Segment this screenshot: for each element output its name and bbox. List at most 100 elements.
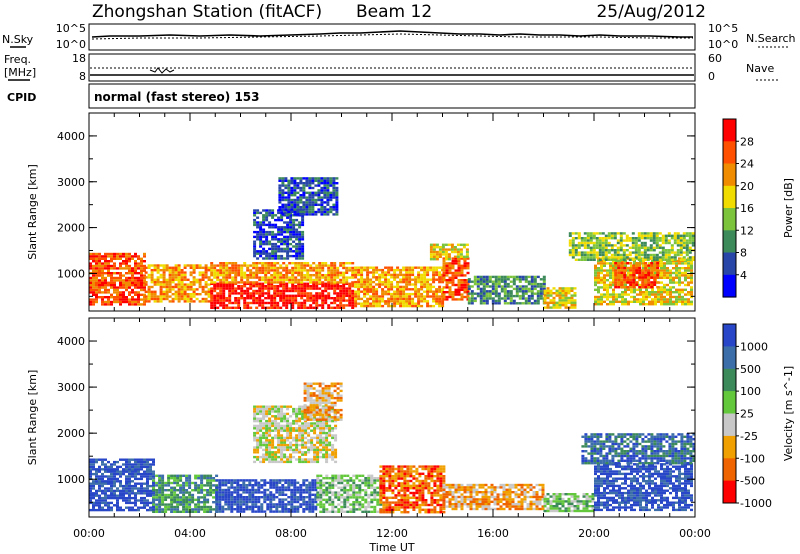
data-cell [209, 493, 213, 497]
data-cell [270, 304, 274, 307]
data-cell [282, 262, 286, 265]
data-cell [612, 298, 615, 301]
data-cell [641, 278, 645, 282]
data-cell [215, 486, 219, 489]
data-cell [470, 290, 474, 293]
data-cell [445, 279, 449, 282]
data-cell [212, 496, 216, 499]
data-cell [264, 285, 268, 288]
data-cell [595, 253, 599, 257]
data-cell [92, 284, 95, 287]
data-cell [185, 498, 189, 501]
data-cell [122, 262, 125, 265]
data-cell [162, 276, 166, 279]
data-cell [176, 479, 180, 482]
data-cell [289, 221, 293, 224]
data-cell [302, 479, 306, 482]
data-cell [177, 266, 181, 269]
data-cell [285, 289, 289, 293]
data-cell [197, 501, 201, 504]
data-cell [213, 301, 217, 305]
data-cell [326, 189, 330, 192]
data-cell [110, 496, 113, 500]
data-cell [667, 239, 671, 242]
data-cell [580, 251, 584, 254]
data-cell [457, 274, 461, 277]
data-cell [110, 470, 113, 473]
data-cell [670, 256, 674, 259]
data-cell [460, 274, 464, 277]
data-cell [445, 267, 449, 270]
data-cell [128, 279, 131, 282]
data-cell [185, 508, 189, 511]
data-cell [281, 198, 285, 202]
data-cell [335, 210, 339, 214]
data-cell [300, 282, 304, 285]
data-cell [213, 274, 217, 277]
data-cell [574, 246, 578, 249]
data-cell [147, 288, 151, 291]
data-cell [204, 293, 208, 296]
data-cell [631, 244, 635, 247]
data-cell [552, 301, 556, 304]
data-cell [636, 288, 639, 291]
data-cell [594, 267, 597, 270]
data-cell [231, 292, 235, 295]
data-cell [171, 269, 175, 272]
data-cell [675, 264, 678, 267]
data-cell [429, 304, 433, 308]
data-cell [239, 505, 243, 508]
data-cell [164, 493, 168, 497]
data-cell [348, 266, 352, 270]
data-cell [303, 282, 307, 285]
data-cell [233, 496, 237, 499]
data-cell [613, 232, 617, 235]
data-band-0 [89, 458, 155, 512]
data-cell [324, 264, 328, 267]
data-cell [465, 248, 469, 251]
data-cell [200, 501, 204, 504]
data-cell [311, 198, 315, 202]
data-cell [432, 278, 436, 281]
data-cell [146, 508, 149, 512]
data-cell [647, 274, 651, 277]
data-cell [375, 288, 379, 291]
data-cell [623, 266, 627, 270]
data-cell [134, 487, 137, 490]
data-cell [275, 496, 279, 499]
data-cell [306, 297, 310, 300]
data-cell [258, 289, 262, 293]
data-cell [603, 264, 606, 267]
data-cell [254, 510, 258, 513]
data-cell [134, 492, 137, 495]
data-cell [281, 510, 285, 513]
data-cell [113, 484, 116, 488]
data-cell [143, 482, 146, 485]
data-cell [92, 298, 95, 301]
data-cell [270, 266, 274, 270]
data-cell [264, 297, 268, 300]
data-cell [345, 269, 349, 272]
data-cell [303, 266, 307, 270]
data-cell [647, 276, 651, 279]
data-cell [292, 233, 296, 236]
data-cell [188, 498, 192, 501]
data-cell [488, 275, 492, 279]
data-cell [140, 272, 143, 275]
data-cell [110, 296, 113, 299]
data-cell [676, 234, 680, 237]
data-cell [269, 498, 273, 501]
data-cell [621, 291, 624, 294]
data-cell [302, 196, 306, 199]
data-cell [494, 299, 498, 303]
data-cell [638, 269, 642, 272]
data-cell [107, 480, 110, 483]
data-cell [92, 260, 95, 263]
data-cell [634, 251, 638, 254]
data-cell [263, 484, 267, 487]
data-cell [125, 506, 128, 509]
data-cell [667, 251, 671, 254]
data-cell [280, 230, 284, 234]
data-cell [348, 292, 352, 295]
data-cell [453, 248, 457, 251]
